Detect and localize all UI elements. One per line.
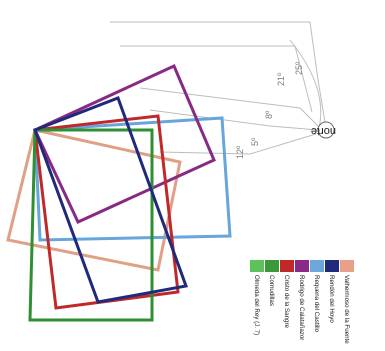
legend-label-requena: Requena del Castillo xyxy=(313,275,320,333)
footprint-rendon xyxy=(33,96,189,304)
legend-swatch-rendon xyxy=(325,260,339,272)
legend-swatch-olmeda xyxy=(250,260,264,272)
north-label: norte xyxy=(311,125,336,137)
guide-arc xyxy=(289,39,322,133)
angle-guides xyxy=(110,21,327,155)
legend-label-rodrigo: Rodrigo de Calatañazor xyxy=(298,275,305,340)
footprint-valhermoso xyxy=(6,128,182,272)
legend-swatch-cristo xyxy=(280,260,294,272)
footprint-cristo xyxy=(33,114,180,310)
legend-label-valhermoso: Valhermoso de la Fuente xyxy=(343,275,350,344)
north-circle xyxy=(317,121,335,139)
angle-label-8: 8º xyxy=(264,110,274,119)
angle-label-25: 25º xyxy=(294,61,304,75)
guide-25 xyxy=(110,21,327,129)
angle-label-21: 21º xyxy=(276,72,286,86)
legend-label-cristo: Cristo de la Sangre xyxy=(283,275,290,329)
legend-label-rendon: Rendón del Hoyo xyxy=(328,275,335,323)
footprint-cornudillas xyxy=(28,128,154,322)
angle-label-5: 5º xyxy=(250,137,260,146)
legend-swatch-valhermoso xyxy=(340,260,354,272)
footprint-rodrigo xyxy=(33,63,216,224)
footprints xyxy=(6,63,232,322)
angle-label-12: 12º xyxy=(235,145,245,159)
legend: Olmeda del Rey (J. 7) Cornudillas Cristo… xyxy=(250,260,354,344)
legend-swatch-requena xyxy=(310,260,324,272)
legend-swatch-cornudillas xyxy=(265,260,279,272)
north-marker: norte xyxy=(311,121,336,139)
legend-swatch-rodrigo xyxy=(295,260,309,272)
guide-12 xyxy=(159,133,317,155)
guide-8 xyxy=(139,87,321,129)
legend-label-olmeda: Olmeda del Rey (J. 7) xyxy=(253,275,260,335)
legend-label-cornudillas: Cornudillas xyxy=(268,275,275,306)
guide-5 xyxy=(149,109,319,131)
